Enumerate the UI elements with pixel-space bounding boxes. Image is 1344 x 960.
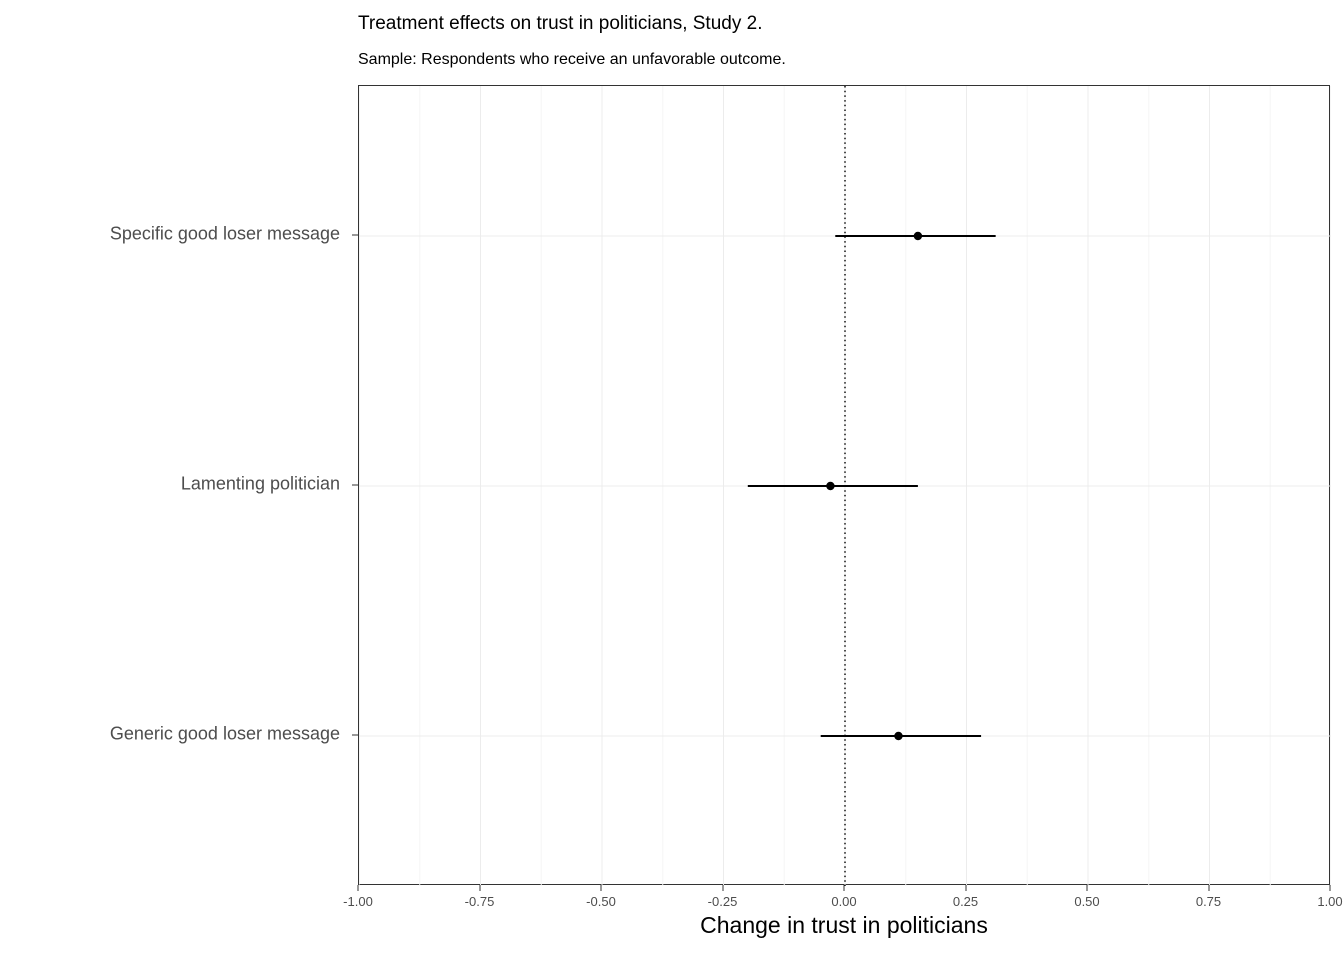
x-tick-mark	[357, 885, 359, 891]
x-tick-mark	[722, 885, 723, 891]
x-tick-label: 0.25	[952, 894, 979, 909]
x-tick-label: -0.50	[586, 894, 616, 909]
x-axis-ticks: -1.00 -0.75 -0.50 -0.25 0.00 0.25 0.50 0.75 1.00	[343, 885, 1343, 913]
x-tick-label: -0.25	[707, 894, 738, 909]
estimate-point-specific-good-loser-message	[913, 231, 923, 241]
y-axis-ticks	[352, 85, 358, 885]
y-axis-label: Generic good loser message	[109, 723, 340, 744]
x-tick-mark	[1329, 885, 1331, 891]
y-tick-mark	[352, 734, 358, 736]
estimate-point-generic-good-loser-message	[894, 731, 903, 741]
x-tick-label: 0.00	[831, 894, 857, 909]
estimate-point-lamenting-politician	[826, 481, 835, 491]
chart-subtitle: Sample: Respondents who receive an unfav…	[358, 51, 786, 68]
x-tick-label: 0.75	[1195, 894, 1222, 909]
x-axis-title: Change in trust in politicians	[700, 912, 988, 938]
x-tick-label: 0.50	[1074, 894, 1100, 909]
x-tick-mark	[600, 885, 602, 891]
y-axis-label: Lamenting politician	[180, 473, 340, 494]
x-tick-label: -0.75	[464, 894, 495, 909]
x-tick-mark	[1086, 885, 1088, 891]
y-tick-mark	[352, 484, 358, 486]
y-tick-mark	[352, 234, 358, 236]
plot-panel	[358, 85, 1331, 886]
plot-area-svg	[359, 86, 1331, 886]
x-tick-label: 1.00	[1317, 894, 1343, 909]
x-tick-mark	[1208, 885, 1209, 891]
y-axis-label: Specific good loser message	[109, 223, 340, 244]
x-tick-mark	[965, 885, 966, 891]
chart-title: Treatment effects on trust in politician…	[358, 13, 763, 34]
x-tick-label: -1.00	[343, 894, 373, 909]
y-axis-labels: Specific good loser message Lamenting pol…	[0, 85, 340, 885]
x-tick-mark	[479, 885, 480, 891]
x-tick-mark	[843, 885, 845, 891]
